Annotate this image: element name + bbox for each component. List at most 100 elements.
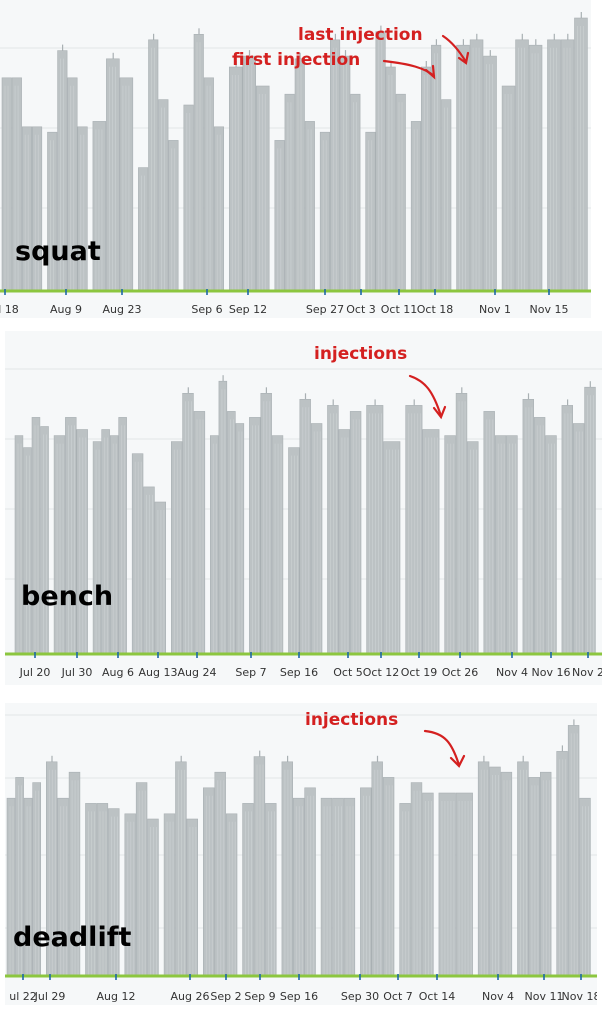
- bar: [456, 44, 470, 291]
- bar: [340, 55, 351, 291]
- x-tick-label: Jul 30: [61, 666, 93, 679]
- x-tick-label: Jul 20: [19, 666, 51, 679]
- bar: [23, 447, 32, 654]
- bar: [547, 39, 561, 291]
- x-tick-label: Sep 30: [341, 990, 379, 1003]
- x-tick-label: Oct 26: [442, 666, 479, 679]
- bar: [229, 66, 243, 291]
- x-tick-label: Sep 9: [244, 990, 275, 1003]
- bar: [365, 131, 376, 291]
- bar: [441, 99, 452, 291]
- bar: [227, 411, 236, 654]
- x-tick-label: Oct 5: [333, 666, 363, 679]
- bar: [274, 140, 285, 291]
- bar: [469, 39, 484, 291]
- bar: [410, 121, 422, 291]
- arrow-first-injection-head: [424, 64, 436, 80]
- x-tick-label: Jul 29: [34, 990, 66, 1003]
- annotation-injections-deadlift: injections: [305, 710, 399, 730]
- bar: [183, 104, 194, 291]
- x-tick-label: Nov 16: [532, 666, 571, 679]
- exercise-label-bench: bench: [21, 581, 114, 612]
- bar: [193, 33, 204, 291]
- bar: [483, 55, 497, 291]
- x-tick-label: Nov 1: [479, 303, 511, 316]
- bar: [350, 93, 361, 291]
- bar: [138, 167, 149, 291]
- x-tick-label: Aug 23: [103, 303, 142, 316]
- bar: [255, 85, 270, 291]
- bar: [101, 429, 110, 654]
- annotation-injections-bench: injections: [314, 344, 408, 364]
- bar: [218, 380, 228, 654]
- bar: [366, 405, 384, 654]
- bar: [422, 429, 440, 654]
- bar: [109, 435, 119, 654]
- x-tick-label: Oct 12: [363, 666, 400, 679]
- x-tick-label: Oct 3: [346, 303, 376, 316]
- bar: [294, 58, 305, 291]
- x-tick-label: Sep 12: [229, 303, 267, 316]
- x-tick-label: Sep 16: [280, 990, 318, 1003]
- x-tick-label: Nov 18: [562, 990, 597, 1003]
- bar: [574, 17, 588, 291]
- bar: [284, 93, 295, 291]
- bench-chart: Jul 20 Jul 30 Aug 6 Aug 13 Aug 24 Sep 7 Sep 16…: [5, 368, 602, 679]
- bar: [528, 44, 543, 291]
- x-tick-label: Oct 19: [401, 666, 438, 679]
- arrow-last-injection: [441, 34, 468, 64]
- bar: [501, 85, 516, 291]
- bar: [92, 441, 102, 654]
- bar: [455, 792, 473, 976]
- exercise-label-deadlift: deadlift: [13, 922, 132, 953]
- exercise-label-squat: squat: [15, 236, 101, 267]
- bar: [319, 131, 331, 291]
- x-tick-label: Aug 6: [102, 666, 134, 679]
- deadlift-chart-panel: ul 22 Jul 29 Aug 12 Aug 26 Sep 2 Sep 9 Sep 16 S…: [5, 703, 597, 1005]
- x-tick-label: Sep 16: [280, 666, 318, 679]
- bar: [385, 66, 396, 291]
- x-tick-label: Nov 4: [496, 666, 528, 679]
- x-tick-label: Nov 15: [530, 303, 569, 316]
- x-tick-label: Nov 11: [525, 990, 564, 1003]
- bar: [1, 77, 12, 291]
- bar: [431, 44, 442, 291]
- x-tick-label: Oct 11: [381, 303, 418, 316]
- bar: [242, 55, 257, 291]
- bar: [203, 77, 214, 291]
- bar: [210, 435, 219, 654]
- bar: [304, 121, 315, 291]
- x-tick-label: Aug 24: [178, 666, 217, 679]
- x-tick-label: Aug 9: [50, 303, 82, 316]
- x-tick-label: Nov 4: [482, 990, 514, 1003]
- bar: [395, 93, 406, 291]
- bar: [31, 417, 41, 654]
- x-tick-label: Aug 26: [171, 990, 210, 1003]
- x-tick-label: Oct 7: [383, 990, 413, 1003]
- bar: [438, 792, 456, 976]
- bar: [148, 39, 159, 291]
- x-tick-label: ul 18: [0, 303, 19, 316]
- bar: [420, 66, 432, 291]
- x-tick-label: Sep 2: [210, 990, 241, 1003]
- bar: [118, 417, 127, 654]
- bar: [383, 441, 401, 654]
- x-tick-label: Aug 12: [97, 990, 136, 1003]
- arrow-injections-bench-head: [432, 405, 447, 420]
- bar: [40, 426, 49, 654]
- bar: [375, 31, 386, 291]
- x-tick-label: Oct 14: [419, 990, 456, 1003]
- x-tick-label: Nov 2: [572, 666, 602, 679]
- bar: [213, 126, 224, 291]
- annotation-last-injection: last injection: [298, 25, 423, 45]
- x-tick-label: Sep 27: [306, 303, 344, 316]
- annotation-first-injection: first injection: [232, 50, 361, 70]
- bar: [329, 39, 341, 291]
- bar: [106, 58, 120, 291]
- x-tick-label: Sep 6: [191, 303, 222, 316]
- bar: [235, 423, 245, 654]
- arrow-injections-bench: [408, 374, 443, 418]
- x-tick-label: ul 22: [9, 990, 37, 1003]
